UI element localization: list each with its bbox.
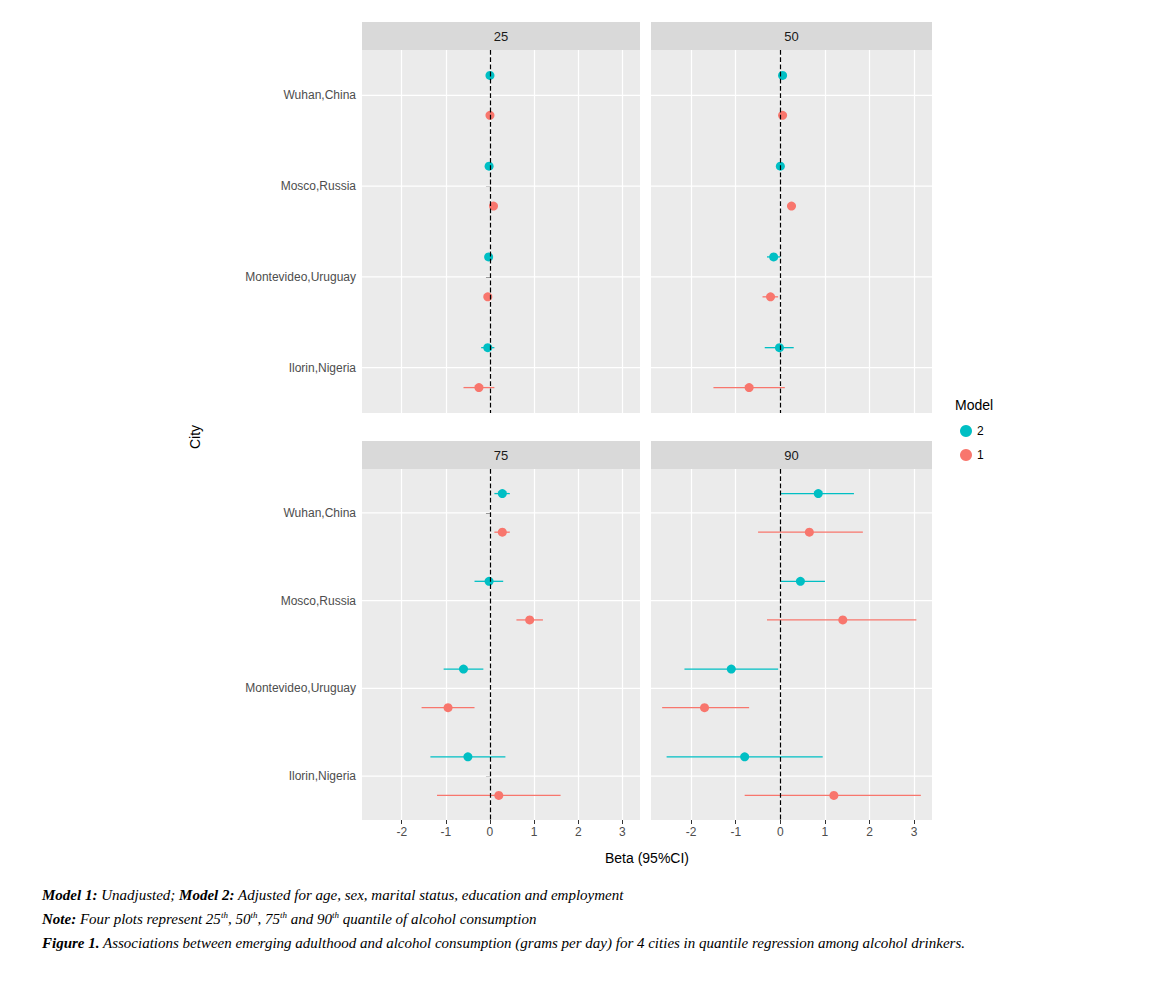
svg-text:Mosco,Russia: Mosco,Russia — [281, 179, 357, 193]
svg-text:1: 1 — [531, 825, 538, 839]
svg-text:3: 3 — [619, 825, 626, 839]
svg-text:Montevideo,Uruguay: Montevideo,Uruguay — [245, 270, 356, 284]
svg-text:50: 50 — [784, 29, 798, 44]
svg-text:90: 90 — [784, 448, 798, 463]
svg-text:2: 2 — [866, 825, 873, 839]
svg-text:0: 0 — [777, 825, 784, 839]
svg-text:-1: -1 — [730, 825, 741, 839]
svg-text:Model: Model — [955, 397, 993, 413]
svg-text:-1: -1 — [441, 825, 452, 839]
svg-text:-2: -2 — [686, 825, 697, 839]
svg-text:25: 25 — [494, 29, 508, 44]
html-text:Model 1: Unadjusted; Model 2:: Model 1: Unadjusted; Model 2: Adjusted f… — [42, 887, 624, 903]
svg-text:Wuhan,China: Wuhan,China — [284, 88, 357, 102]
html-text:Note: Four plots represent 25t: Note: Four plots represent 25th, 50th, 7… — [42, 910, 537, 927]
svg-text:75: 75 — [494, 448, 508, 463]
svg-text:Mosco,Russia: Mosco,Russia — [281, 594, 357, 608]
svg-text:-2: -2 — [396, 825, 407, 839]
svg-text:3: 3 — [911, 825, 918, 839]
html-text:Figure 1. Associations between: Figure 1. Associations between emerging … — [42, 935, 965, 951]
svg-text:Montevideo,Uruguay: Montevideo,Uruguay — [245, 681, 356, 695]
svg-text:Wuhan,China: Wuhan,China — [284, 506, 357, 520]
svg-text:1: 1 — [977, 448, 984, 462]
svg-text:Ilorin,Nigeria: Ilorin,Nigeria — [289, 769, 357, 783]
svg-text:2: 2 — [977, 424, 984, 438]
svg-text:City: City — [187, 425, 203, 449]
svg-text:2: 2 — [575, 825, 582, 839]
svg-text:1: 1 — [822, 825, 829, 839]
svg-text:0: 0 — [487, 825, 494, 839]
svg-text:Beta (95%CI): Beta (95%CI) — [605, 850, 689, 866]
svg-text:Ilorin,Nigeria: Ilorin,Nigeria — [289, 361, 357, 375]
